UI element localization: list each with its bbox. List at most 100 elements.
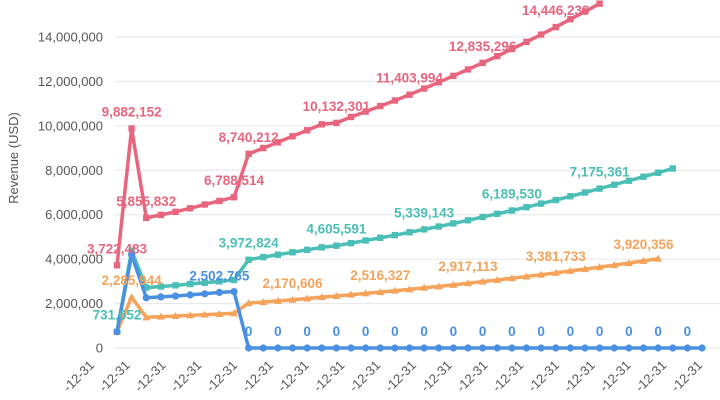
data-point — [347, 239, 355, 247]
x-tick-label: -12-31 — [453, 358, 490, 395]
data-label: 2,917,113 — [438, 259, 498, 274]
data-point — [347, 344, 355, 352]
data-point — [288, 344, 297, 352]
data-point — [566, 266, 575, 274]
data-label: 0 — [362, 324, 370, 339]
data-label: 0 — [450, 324, 458, 339]
data-point — [303, 344, 311, 352]
x-tick-label: -12-31 — [203, 358, 240, 395]
data-point — [567, 193, 574, 200]
data-point — [171, 292, 180, 300]
data-point — [464, 66, 472, 73]
data-point — [318, 344, 326, 352]
data-point — [361, 289, 370, 297]
data-point — [479, 344, 487, 352]
data-point — [391, 344, 399, 352]
data-point — [434, 282, 443, 290]
x-tick-label: -12-31 — [239, 358, 276, 395]
data-point — [507, 274, 516, 282]
data-label: 9,882,152 — [102, 104, 162, 119]
data-point — [625, 344, 633, 352]
data-label: 5,339,143 — [394, 205, 455, 220]
x-tick-label: -12-31 — [60, 358, 97, 395]
data-point — [581, 344, 589, 352]
data-point — [142, 313, 151, 321]
data-point — [377, 234, 384, 242]
data-point — [172, 282, 179, 289]
data-point — [420, 283, 429, 291]
data-point — [479, 213, 486, 221]
data-point — [449, 344, 457, 352]
x-tick-label: -12-31 — [131, 358, 168, 395]
data-point — [449, 280, 458, 288]
data-label: 0 — [625, 324, 633, 339]
data-label: 0 — [508, 324, 516, 339]
series-line — [115, 2, 601, 266]
data-label: 0 — [684, 324, 692, 339]
data-label: 2,516,327 — [350, 268, 410, 283]
data-point — [698, 344, 706, 352]
y-tick-label: 8,000,000 — [45, 163, 103, 178]
data-point — [318, 121, 325, 128]
data-point — [289, 133, 296, 140]
data-point — [216, 197, 223, 205]
data-point — [245, 256, 252, 263]
data-point — [200, 310, 209, 318]
x-tick-label: -12-31 — [275, 358, 312, 395]
data-point — [669, 344, 677, 352]
data-point — [347, 290, 355, 298]
data-point — [274, 344, 282, 352]
data-point — [377, 102, 384, 110]
data-point — [215, 288, 223, 297]
data-label: 12,835,296 — [449, 39, 517, 54]
x-tick-label: -12-31 — [310, 358, 347, 395]
y-tick-label: 10,000,000 — [38, 118, 103, 133]
data-point — [537, 31, 545, 38]
data-label: 10,132,301 — [303, 99, 371, 114]
y-axis-ticks: 0 2,000,000 4,000,000 6,000,000 8,000,000 10,… — [38, 30, 103, 356]
data-point — [596, 185, 603, 192]
data-point — [128, 125, 135, 132]
data-point — [537, 270, 546, 278]
data-label: 5,855,832 — [116, 194, 176, 209]
data-point — [230, 309, 238, 317]
data-point — [274, 251, 282, 258]
data-point — [333, 242, 340, 249]
data-point — [128, 247, 135, 254]
data-point — [376, 344, 384, 352]
data-point — [244, 299, 253, 307]
data-point — [186, 311, 195, 319]
data-label: 3,972,824 — [219, 236, 280, 251]
data-point — [420, 344, 428, 352]
y-tick-label: 0 — [96, 341, 103, 356]
data-label: 11,403,994 — [376, 71, 443, 86]
y-tick-label: 2,000,000 — [45, 296, 103, 311]
x-tick-label: -12-31 — [561, 358, 598, 395]
data-point — [478, 277, 487, 285]
data-point — [611, 181, 618, 188]
data-point — [610, 261, 619, 269]
x-tick-label: -12-31 — [167, 358, 204, 395]
data-label: 8,740,212 — [219, 130, 279, 145]
data-point — [479, 59, 486, 67]
data-point — [303, 294, 312, 302]
data-label: 731,652 — [93, 308, 142, 323]
data-point — [522, 272, 531, 280]
data-point — [259, 298, 268, 306]
data-point — [143, 284, 150, 291]
data-point — [171, 312, 180, 320]
data-point — [493, 344, 501, 352]
x-axis-ticks: -12-31-12-31-12-31-12-31-12-31-12-31-12-… — [60, 358, 705, 395]
series-3 — [113, 251, 706, 352]
data-point — [215, 310, 224, 318]
data-point — [245, 344, 253, 352]
data-point — [143, 214, 150, 222]
series-0 — [113, 0, 603, 269]
y-tick-label: 6,000,000 — [45, 207, 103, 222]
data-label: 0 — [596, 324, 604, 339]
data-point — [317, 293, 326, 301]
data-point — [333, 119, 340, 127]
data-point — [669, 165, 676, 172]
data-point — [508, 207, 516, 214]
data-point — [362, 108, 369, 115]
